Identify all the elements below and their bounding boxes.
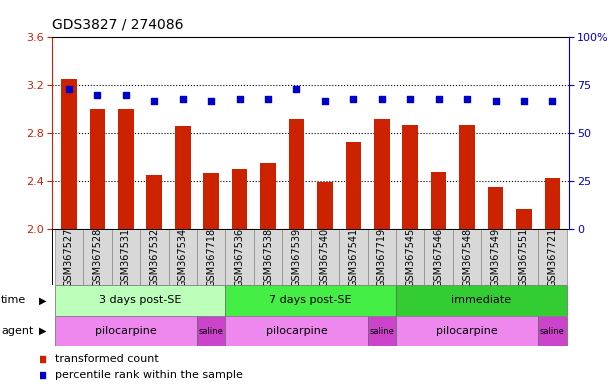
Bar xyxy=(453,229,481,285)
Text: GSM367721: GSM367721 xyxy=(547,227,557,287)
Point xyxy=(348,96,358,102)
Bar xyxy=(368,229,396,285)
Point xyxy=(235,96,244,102)
Text: GSM367539: GSM367539 xyxy=(291,228,301,286)
Bar xyxy=(488,187,503,229)
Point xyxy=(320,98,330,104)
Point xyxy=(291,86,301,92)
Text: GSM367546: GSM367546 xyxy=(434,228,444,286)
Text: saline: saline xyxy=(369,326,394,336)
Text: GSM367532: GSM367532 xyxy=(149,227,159,287)
Point xyxy=(519,98,529,104)
Bar xyxy=(55,229,83,285)
Bar xyxy=(169,229,197,285)
Point xyxy=(207,98,216,104)
Text: GSM367719: GSM367719 xyxy=(377,228,387,286)
Point xyxy=(547,98,557,104)
Text: GSM367541: GSM367541 xyxy=(348,228,358,286)
Bar xyxy=(61,79,77,229)
Bar xyxy=(140,229,169,285)
Bar xyxy=(225,229,254,285)
Text: saline: saline xyxy=(540,326,565,336)
Text: 3 days post-SE: 3 days post-SE xyxy=(99,295,181,305)
Text: GSM367536: GSM367536 xyxy=(235,228,244,286)
Bar xyxy=(203,173,219,229)
Point xyxy=(405,96,415,102)
Bar xyxy=(260,163,276,229)
Point xyxy=(434,96,444,102)
Bar xyxy=(90,109,105,229)
Bar xyxy=(346,142,361,229)
Text: transformed count: transformed count xyxy=(55,354,159,364)
Point xyxy=(92,92,102,98)
Bar xyxy=(55,316,197,346)
Text: GSM367538: GSM367538 xyxy=(263,228,273,286)
Text: GSM367531: GSM367531 xyxy=(121,228,131,286)
Bar xyxy=(374,119,390,229)
Bar xyxy=(118,109,134,229)
Bar xyxy=(459,125,475,229)
Bar xyxy=(112,229,140,285)
Text: GSM367551: GSM367551 xyxy=(519,227,529,287)
Bar xyxy=(55,285,225,316)
Bar xyxy=(510,229,538,285)
Bar xyxy=(254,229,282,285)
Text: percentile rank within the sample: percentile rank within the sample xyxy=(55,370,243,380)
Text: ▶: ▶ xyxy=(39,326,46,336)
Bar xyxy=(431,172,447,229)
Point xyxy=(377,96,387,102)
Bar xyxy=(544,178,560,229)
Text: ▶: ▶ xyxy=(39,295,46,305)
Text: 7 days post-SE: 7 days post-SE xyxy=(269,295,352,305)
Text: GSM367540: GSM367540 xyxy=(320,228,330,286)
Point xyxy=(64,86,74,92)
Text: pilocarpine: pilocarpine xyxy=(436,326,498,336)
Text: GSM367549: GSM367549 xyxy=(491,228,500,286)
Bar xyxy=(197,229,225,285)
Point xyxy=(491,98,500,104)
Text: agent: agent xyxy=(1,326,34,336)
Text: GDS3827 / 274086: GDS3827 / 274086 xyxy=(52,18,183,31)
Text: immediate: immediate xyxy=(452,295,511,305)
Bar xyxy=(396,285,566,316)
Bar xyxy=(396,316,538,346)
Bar xyxy=(197,316,225,346)
Bar xyxy=(396,229,425,285)
Text: pilocarpine: pilocarpine xyxy=(266,326,327,336)
Bar xyxy=(225,316,368,346)
Text: time: time xyxy=(1,295,26,305)
Text: GSM367548: GSM367548 xyxy=(462,228,472,286)
Text: GSM367534: GSM367534 xyxy=(178,228,188,286)
Point xyxy=(150,98,159,104)
Point xyxy=(263,96,273,102)
Text: pilocarpine: pilocarpine xyxy=(95,326,157,336)
Bar xyxy=(368,316,396,346)
Bar xyxy=(403,125,418,229)
Bar xyxy=(481,229,510,285)
Bar xyxy=(317,182,333,229)
Bar xyxy=(538,229,566,285)
Bar xyxy=(225,285,396,316)
Bar xyxy=(232,169,247,229)
Bar xyxy=(282,229,311,285)
Point xyxy=(121,92,131,98)
Bar xyxy=(83,229,112,285)
Bar xyxy=(147,175,162,229)
Bar xyxy=(339,229,368,285)
Point xyxy=(462,96,472,102)
Text: GSM367718: GSM367718 xyxy=(206,228,216,286)
Bar xyxy=(310,229,339,285)
Bar xyxy=(175,126,191,229)
Text: GSM367527: GSM367527 xyxy=(64,227,74,287)
Text: GSM367528: GSM367528 xyxy=(92,227,103,287)
Text: saline: saline xyxy=(199,326,224,336)
Bar xyxy=(288,119,304,229)
Text: GSM367545: GSM367545 xyxy=(405,227,415,287)
Point xyxy=(178,96,188,102)
Bar xyxy=(425,229,453,285)
Bar xyxy=(516,209,532,229)
Bar xyxy=(538,316,566,346)
